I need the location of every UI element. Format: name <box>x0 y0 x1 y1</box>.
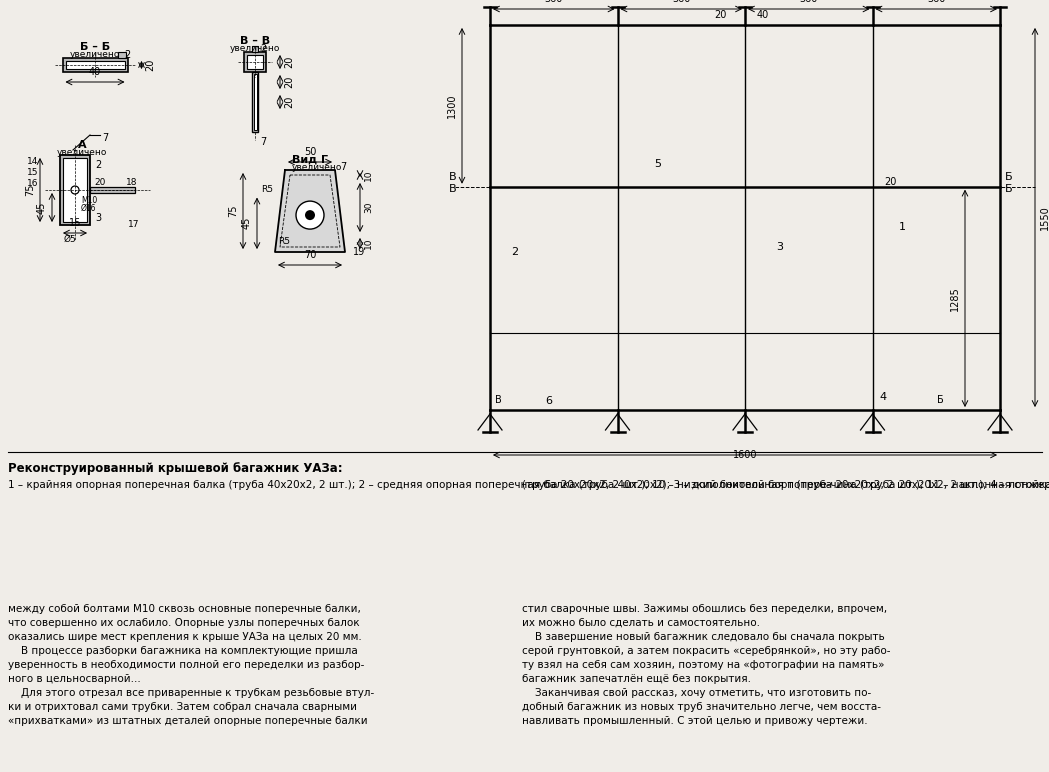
Circle shape <box>305 210 315 220</box>
Bar <box>65 61 125 69</box>
Text: В: В <box>448 184 456 194</box>
Text: 70: 70 <box>304 250 316 260</box>
Text: 75: 75 <box>228 205 238 217</box>
Text: 3: 3 <box>95 213 101 223</box>
Text: увеличено: увеличено <box>230 44 280 53</box>
Text: 40: 40 <box>89 67 101 77</box>
Text: 10: 10 <box>364 238 373 249</box>
Text: 18: 18 <box>126 178 137 187</box>
Bar <box>254 74 257 130</box>
Polygon shape <box>275 170 345 252</box>
Text: 15: 15 <box>26 168 38 177</box>
Text: Б: Б <box>937 395 943 405</box>
Text: 1300: 1300 <box>447 93 457 118</box>
Text: 10: 10 <box>364 169 373 181</box>
Text: 360: 360 <box>672 0 690 4</box>
Text: 20: 20 <box>284 96 294 108</box>
Text: 4: 4 <box>879 392 886 402</box>
Text: 7: 7 <box>260 137 266 147</box>
Text: R5: R5 <box>261 185 273 194</box>
Text: 2: 2 <box>260 44 266 54</box>
Text: 360: 360 <box>544 0 563 4</box>
Text: В: В <box>448 171 456 181</box>
Text: В: В <box>495 395 501 405</box>
Text: 30: 30 <box>364 201 373 213</box>
Text: 75: 75 <box>25 184 35 196</box>
Circle shape <box>296 201 324 229</box>
Bar <box>252 72 258 132</box>
Text: (труба 20х20х2, 2 шт.); 10 – низкий боковой борт (труба 20х20х2, 2 шт.); 11 – на: (труба 20х20х2, 2 шт.); 10 – низкий боко… <box>522 480 1049 490</box>
Text: 1550: 1550 <box>1040 205 1049 230</box>
Bar <box>247 55 263 69</box>
Text: 20: 20 <box>146 59 155 71</box>
Text: 15: 15 <box>69 218 81 228</box>
Text: 6: 6 <box>545 396 552 406</box>
Text: 2: 2 <box>95 160 102 170</box>
Text: М10: М10 <box>81 196 98 205</box>
Text: 45: 45 <box>37 201 47 214</box>
Text: 20: 20 <box>94 178 106 187</box>
Text: Реконструированный крышевой багажник УАЗа:: Реконструированный крышевой багажник УАЗ… <box>8 462 343 475</box>
Text: 2: 2 <box>512 247 518 257</box>
Text: R5: R5 <box>278 237 290 246</box>
Text: 20: 20 <box>884 177 896 187</box>
Text: 5: 5 <box>654 159 661 169</box>
Text: 40: 40 <box>757 10 769 20</box>
Text: А: А <box>78 140 86 150</box>
Text: 1285: 1285 <box>950 286 960 310</box>
Text: 19: 19 <box>354 247 365 257</box>
Text: 45: 45 <box>242 217 252 229</box>
Text: 50: 50 <box>304 147 316 157</box>
Text: 2: 2 <box>125 50 131 60</box>
Bar <box>63 158 87 222</box>
Text: Вид Г: Вид Г <box>292 154 328 164</box>
Text: 1600: 1600 <box>733 450 757 460</box>
Text: Б: Б <box>1005 171 1012 181</box>
Text: 20: 20 <box>284 56 294 68</box>
Text: 16: 16 <box>26 179 38 188</box>
Text: 1 – крайняя опорная поперечная балка (труба 40х20х2, 2 шт.); 2 – средняя опорная: 1 – крайняя опорная поперечная балка (тр… <box>8 480 1049 490</box>
Text: Б: Б <box>1005 184 1012 194</box>
Text: увеличено: увеличено <box>292 163 342 172</box>
Bar <box>117 52 126 58</box>
Text: стил сварочные швы. Зажимы обошлись без переделки, впрочем,
их можно было сделат: стил сварочные швы. Зажимы обошлись без … <box>522 604 891 726</box>
Text: увеличено: увеличено <box>57 148 107 157</box>
Bar <box>63 58 128 72</box>
Text: Ø16: Ø16 <box>81 204 97 213</box>
Text: 7: 7 <box>340 162 346 172</box>
Text: между собой болтами М10 сквозь основные поперечные балки,
что совершенно их осла: между собой болтами М10 сквозь основные … <box>8 604 374 726</box>
Text: 1: 1 <box>899 222 906 232</box>
Bar <box>244 52 266 72</box>
Text: увеличено: увеличено <box>70 50 121 59</box>
Text: В – В: В – В <box>240 36 270 46</box>
Text: Ø5: Ø5 <box>64 235 77 244</box>
Text: 17: 17 <box>128 220 140 229</box>
Text: 7: 7 <box>102 133 108 143</box>
Text: 3: 3 <box>776 242 784 252</box>
Text: 360: 360 <box>927 0 945 4</box>
Text: 20: 20 <box>713 10 726 20</box>
Text: 14: 14 <box>26 157 38 166</box>
Bar <box>252 46 258 52</box>
Text: Б – Б: Б – Б <box>80 42 110 52</box>
Text: 360: 360 <box>799 0 818 4</box>
Bar <box>90 187 135 193</box>
Text: 20: 20 <box>284 76 294 88</box>
Bar <box>60 155 90 225</box>
